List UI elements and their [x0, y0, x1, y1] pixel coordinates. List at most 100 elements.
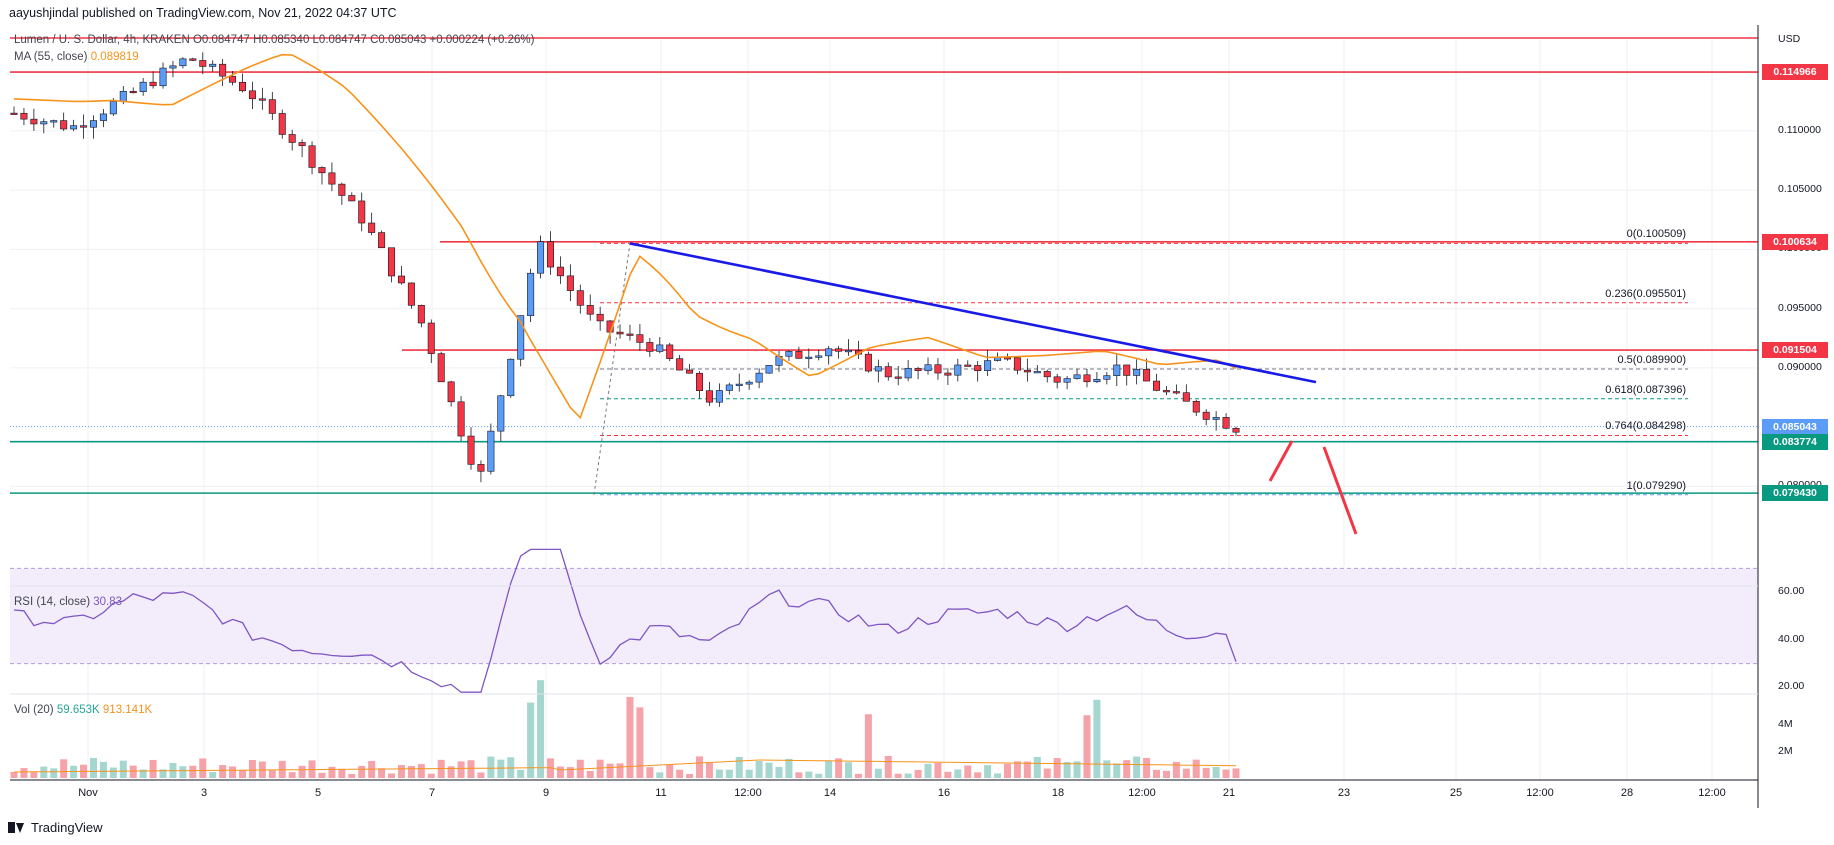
candle-body [1153, 380, 1161, 391]
candle-body [417, 305, 425, 324]
volume-bar [497, 759, 505, 778]
volume-bar [119, 760, 127, 778]
candle-body [537, 241, 545, 274]
candle-body [815, 355, 823, 358]
rsi-legend: RSI (14, close) 30.83 [14, 596, 122, 608]
volume-bar [994, 773, 1002, 778]
volume-bar [1232, 768, 1240, 778]
price-tick: 0.110000 [1778, 123, 1822, 136]
volume-bar [845, 762, 853, 778]
candle-body [596, 313, 604, 322]
volume-bar [407, 766, 415, 778]
volume-bar [914, 769, 922, 778]
price-tick: 0.105000 [1778, 183, 1822, 196]
rsi-tick: 60.00 [1778, 585, 1805, 598]
volume-tick: 2M [1778, 745, 1793, 757]
candle-body [189, 58, 197, 61]
volume-bar [358, 765, 366, 778]
candle-body [159, 67, 167, 87]
volume-bar [1093, 699, 1101, 778]
candle-body [219, 63, 227, 77]
time-tick: 12:00 [1128, 787, 1156, 799]
volume-bar [338, 768, 346, 778]
candle-body [447, 381, 455, 403]
candle-body [527, 272, 535, 316]
candle-body [407, 282, 415, 306]
volume-bar [60, 759, 68, 778]
projection-down-stroke [1322, 446, 1358, 535]
candle-body [894, 376, 902, 379]
volume-bar [179, 766, 187, 778]
candle-body [388, 247, 396, 277]
candle-body [1013, 357, 1021, 371]
candle-body [874, 366, 882, 372]
candle-body [1063, 378, 1071, 383]
candle-body [914, 368, 922, 371]
volume-bar [1212, 767, 1220, 778]
candle-body [626, 333, 634, 336]
candle-body [795, 351, 803, 359]
candle-body [646, 342, 654, 352]
fib-label: 0.236(0.095501) [1605, 287, 1686, 300]
volume-bar [447, 766, 455, 778]
candlesticks [10, 52, 1240, 483]
volume-bar [30, 772, 38, 778]
volume-bar [676, 769, 684, 778]
time-tick: 12:00 [734, 787, 762, 799]
candle-body [1172, 391, 1180, 394]
volume-bar [556, 766, 564, 778]
volume-bar [199, 758, 207, 778]
ma-value: 0.089819 [90, 51, 139, 63]
volume-bar [487, 756, 495, 778]
candle-body [884, 366, 892, 378]
volume-bar [417, 764, 425, 778]
volume-bar [109, 767, 117, 778]
ma-55-line [13, 53, 1237, 420]
candle-body [1162, 390, 1170, 393]
volume-bar [725, 769, 733, 778]
candle-body [209, 63, 217, 67]
candle-body [696, 372, 704, 391]
candle-body [1043, 371, 1051, 378]
candle-body [229, 75, 237, 83]
volume-bar [566, 767, 574, 778]
candle-body [368, 222, 376, 233]
volume-bar [805, 771, 813, 778]
candle-body [576, 290, 584, 306]
fib-anchor-line [593, 243, 631, 495]
volume-bar [1053, 758, 1061, 778]
volume-bar [1202, 767, 1210, 778]
volume-bar [1153, 769, 1161, 778]
candle-body [119, 90, 127, 102]
volume-bar [10, 771, 18, 778]
volume-bar [50, 768, 58, 778]
volume-bar [537, 680, 545, 778]
brand-name: TradingView [31, 820, 103, 835]
volume-legend: Vol (20) 59.653K 913.141K [14, 704, 152, 716]
ma-label: MA (55, close) [14, 51, 88, 63]
volume-bar [775, 766, 783, 778]
volume-bar [835, 758, 843, 778]
candle-body [845, 350, 853, 353]
candle-body [1222, 417, 1230, 429]
candle-body [1003, 357, 1011, 360]
volume-bar [596, 759, 604, 778]
candle-body [40, 121, 48, 125]
time-tick: 23 [1337, 787, 1351, 799]
volume-bar [1182, 768, 1190, 778]
tradingview-logo-icon [8, 822, 25, 833]
candle-body [934, 364, 942, 374]
volume-bar [616, 763, 624, 778]
candle-body [636, 334, 644, 343]
volume-bar [656, 772, 664, 778]
volume-bar [1013, 761, 1021, 778]
candle-body [1113, 364, 1121, 376]
candle-body [437, 353, 445, 383]
candle-body [129, 90, 137, 94]
tradingview-brand[interactable]: TradingView [8, 820, 103, 835]
candle-body [328, 172, 336, 185]
price-tag: 0.100634 [1762, 233, 1828, 250]
candle-body [10, 112, 18, 115]
price-tick: 0.095000 [1778, 301, 1822, 314]
